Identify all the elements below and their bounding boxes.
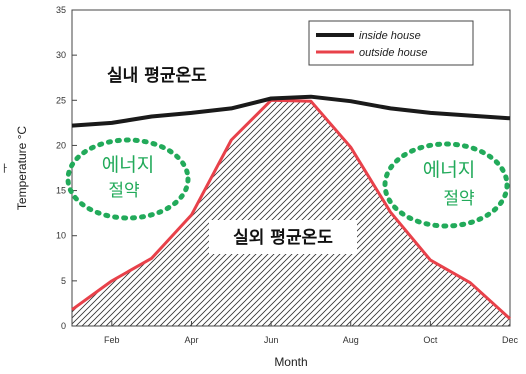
- energy-saving-badge-left: 에너지 절약: [65, 137, 191, 221]
- x-tick-label: Aug: [343, 335, 359, 345]
- inside-house-series-line: [71, 94, 511, 128]
- legend: inside house outside house: [308, 20, 474, 66]
- y-tick-label: 0: [61, 321, 66, 331]
- x-tick-label: Oct: [423, 335, 438, 345]
- outside-average-annotation: 실외 평균온도: [233, 228, 333, 248]
- energy-badge-left-line2: 절약: [108, 181, 139, 201]
- y-axis: 0 5 10 15 20 25 30 35: [56, 5, 77, 331]
- y-tick-label: 5: [61, 276, 66, 286]
- y-tick-label: 15: [56, 186, 66, 196]
- energy-saving-badge-right: 에너지 절약: [382, 141, 510, 229]
- x-tick-label: Jun: [264, 335, 279, 345]
- y-tick-label: 25: [56, 95, 66, 105]
- x-axis: Feb Apr Jun Aug Oct Dec: [104, 321, 518, 345]
- y-axis-title: Temperature °C: [15, 126, 29, 210]
- x-tick-label: Apr: [184, 335, 198, 345]
- energy-badge-left-line1: 에너지: [102, 154, 154, 176]
- legend-label-outside: outside house: [359, 47, 428, 59]
- outside-average-label-bg: [209, 220, 357, 254]
- energy-badge-left-ellipse: [65, 137, 191, 221]
- energy-badge-right-line2: 절약: [443, 189, 474, 209]
- y-tick-label: 30: [56, 50, 66, 60]
- x-tick-label: Dec: [502, 335, 519, 345]
- x-tick-label: Feb: [104, 335, 120, 345]
- outside-house-series-line: [71, 98, 512, 320]
- y-tick-label: 10: [56, 231, 66, 241]
- inside-average-annotation: 실내 평균온도: [107, 66, 207, 86]
- energy-badge-right-ellipse: [382, 141, 510, 229]
- energy-badge-right-line1: 에너지: [423, 159, 475, 181]
- y-tick-label: 20: [56, 140, 66, 150]
- legend-box: [308, 20, 474, 66]
- outside-temperature-area: [72, 100, 510, 326]
- y-tick-label: 35: [56, 5, 66, 15]
- x-axis-title: Month: [274, 355, 307, 369]
- legend-label-inside: inside house: [359, 30, 421, 42]
- side-label: ㅏ: [0, 163, 9, 175]
